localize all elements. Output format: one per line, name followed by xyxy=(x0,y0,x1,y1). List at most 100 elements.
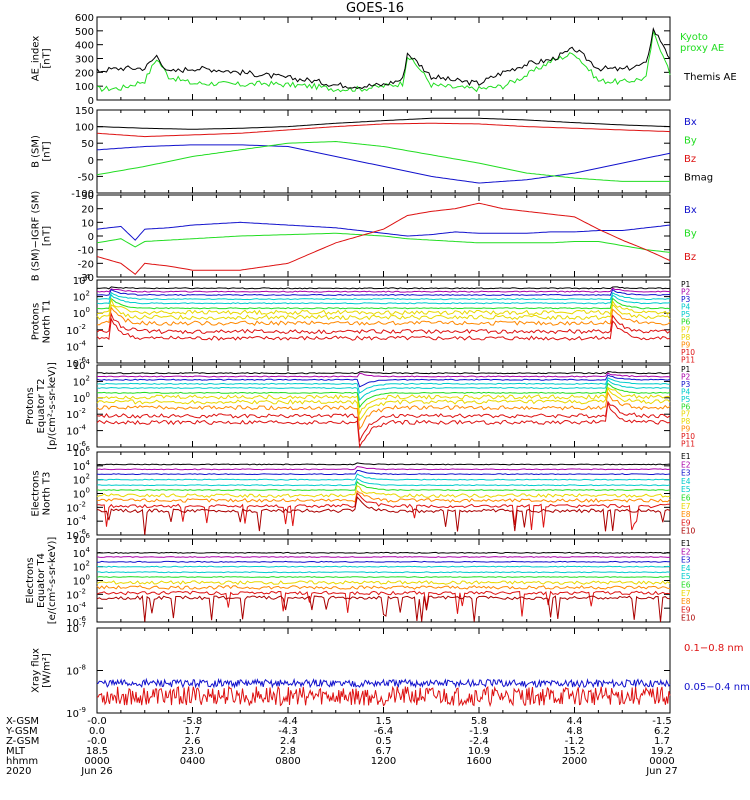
series-line-bz xyxy=(96,202,671,275)
x-axis-value: -0.0 xyxy=(87,736,107,747)
channel-e4 xyxy=(96,565,671,568)
channel-e7 xyxy=(96,580,671,586)
x-axis-value: 0.0 xyxy=(89,726,105,737)
channel-e5 xyxy=(97,571,671,574)
figure-title: GOES-16 xyxy=(345,1,404,16)
x-axis-value: 1.7 xyxy=(654,736,670,747)
y-tick-label: 300 xyxy=(75,55,94,66)
legend-p2: P2 xyxy=(681,288,691,297)
x-axis-value: 5.8 xyxy=(471,716,487,727)
y-tick-label: 10-9 xyxy=(66,706,86,720)
legend-e5: E5 xyxy=(681,572,691,581)
channel-e3 xyxy=(97,560,671,563)
channel-p9 xyxy=(96,391,671,431)
y-tick-label: 104 xyxy=(73,459,91,473)
y-tick-label: 20 xyxy=(81,205,94,216)
channel-p11 xyxy=(96,317,671,341)
legend-e9: E9 xyxy=(681,605,691,614)
y-tick-label: 102 xyxy=(73,473,90,487)
y-tick-label: 10-8 xyxy=(66,664,86,678)
y-tick-label: 600 xyxy=(75,13,94,24)
y-axis-label: AE_index xyxy=(31,36,42,82)
channel-e6 xyxy=(96,576,671,579)
y-tick-label: 104 xyxy=(73,358,91,372)
legend-xray-short: 0.05−0.4 nm xyxy=(684,682,750,693)
channel-e10 xyxy=(96,496,671,536)
legend-kyoto-2: proxy AE xyxy=(680,43,724,54)
channel-p10 xyxy=(96,312,671,335)
x-axis-value: 19.2 xyxy=(651,746,673,757)
channel-e2 xyxy=(96,465,671,471)
panel-1: 600 500 400 300 200 100 0 AE_index [nT] Kyotoprox… xyxy=(31,13,737,107)
y-tick-label: 10-2 xyxy=(66,587,86,601)
y-tick-label: 0 xyxy=(88,156,94,167)
channel-e5 xyxy=(96,478,671,487)
legend-bx: Bx xyxy=(684,205,697,216)
y-tick-label: 102 xyxy=(73,560,90,574)
y-axis-label: B (SM)−IGRF (SM) xyxy=(31,191,42,282)
series-line-kyoto-proxy-ae xyxy=(96,29,671,93)
x-axis-value: -4.3 xyxy=(278,726,298,737)
x-axis-value: 0000 xyxy=(649,756,674,767)
legend-p11: P11 xyxy=(681,355,695,364)
channel-e6 xyxy=(96,480,671,492)
series-line-xray xyxy=(96,677,671,689)
panel-8: Xray flux [W/m²] 0.1−0.8 nm 0.05−0.4 nm xyxy=(31,627,750,714)
legend-xray-long: 0.1−0.8 nm xyxy=(684,643,743,654)
legend-p5: P5 xyxy=(681,310,691,319)
panel-frame xyxy=(96,109,671,194)
x-axis-row-label: Z-GSM xyxy=(6,736,39,747)
legend-p6: P6 xyxy=(681,402,691,411)
legend-p1: P1 xyxy=(681,280,691,289)
x-axis-value: 1600 xyxy=(466,756,491,767)
y-tick-label: 10-7 xyxy=(66,621,86,635)
y-tick-label: 10 xyxy=(81,218,94,229)
channel-p8 xyxy=(96,387,671,422)
series-line-bx xyxy=(96,221,671,241)
x-axis-value: 6.2 xyxy=(654,726,670,737)
legend-e10: E10 xyxy=(681,527,696,536)
legend-bz: Bz xyxy=(684,252,696,263)
legend-e4: E4 xyxy=(681,564,691,573)
x-axis-value: Jun 26 xyxy=(80,766,113,777)
channel-e1 xyxy=(96,462,671,466)
x-axis-value: 23.0 xyxy=(181,746,203,757)
legend-e9: E9 xyxy=(681,518,691,527)
x-axis-value: 1.7 xyxy=(185,726,201,737)
y-axis-label: [nT] xyxy=(42,226,53,246)
legend-p9: P9 xyxy=(681,340,691,349)
y-tick-label: 104 xyxy=(73,546,91,560)
y-tick-label: -30 xyxy=(78,273,94,284)
channel-e9 xyxy=(96,590,671,617)
legend-e8: E8 xyxy=(681,597,691,606)
legend-p5: P5 xyxy=(681,395,691,404)
x-axis-value: -0.0 xyxy=(87,716,107,727)
y-tick-label: 10-4 xyxy=(66,339,86,353)
x-axis-value: -1.5 xyxy=(652,716,672,727)
channel-p2 xyxy=(97,372,671,378)
y-tick-label: 10-4 xyxy=(66,424,86,438)
x-axis-value: 4.4 xyxy=(567,716,583,727)
x-axis-row-label: Y-GSM xyxy=(5,726,38,737)
y-axis-label: Xray flux xyxy=(31,648,42,693)
legend-e5: E5 xyxy=(681,485,691,494)
legend-p11: P11 xyxy=(681,440,695,449)
y-tick-label: 200 xyxy=(75,68,94,79)
channel-p9 xyxy=(97,306,671,326)
channel-p2 xyxy=(96,287,671,293)
channel-p7 xyxy=(96,297,671,316)
legend-p7: P7 xyxy=(681,325,691,334)
x-axis-value: -2.4 xyxy=(469,736,489,747)
y-axis-label: Protons xyxy=(25,387,36,424)
x-axis-value: 1200 xyxy=(371,756,396,767)
panel-5: Protons Equator T2 [p/(cm²-s-sr-keV)] P1P2P… xyxy=(25,362,695,450)
legend-p7: P7 xyxy=(681,410,691,419)
y-axis-label: North T1 xyxy=(42,300,53,344)
channel-p5 xyxy=(96,294,671,305)
x-axis-value: 18.5 xyxy=(86,746,108,757)
series-line-bx xyxy=(96,144,671,184)
channel-p6 xyxy=(96,297,671,310)
legend-e1: E1 xyxy=(681,452,691,461)
legend-by: By xyxy=(684,228,697,239)
